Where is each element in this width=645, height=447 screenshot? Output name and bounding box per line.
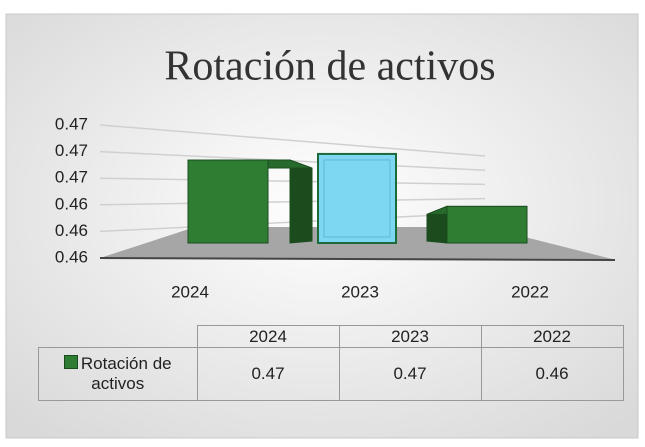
table-header: 2022 <box>480 325 624 348</box>
data-table: 2024 2023 2022 Rotación de activos 0.47 … <box>38 325 624 401</box>
bar <box>187 159 269 244</box>
y-tick-label: 0.46 <box>55 194 88 213</box>
table-header: 2024 <box>196 325 340 348</box>
chart-title: Rotación de activos <box>164 44 495 90</box>
x-tick-label: 2022 <box>511 282 549 301</box>
y-tick-label: 0.46 <box>55 247 88 266</box>
x-tick-label: 2023 <box>341 282 379 301</box>
empty-cell <box>39 326 198 348</box>
table-value: 0.47 <box>196 347 340 401</box>
table-value: 0.46 <box>480 347 624 401</box>
grid-line <box>99 124 486 157</box>
y-tick-label: 0.47 <box>55 168 88 187</box>
bar <box>317 152 397 244</box>
table-header: 2023 <box>338 325 482 348</box>
y-tick-label: 0.47 <box>55 141 88 160</box>
legend-label: Rotación de activos <box>80 354 172 393</box>
table-value: 0.47 <box>338 347 482 401</box>
legend-key <box>63 355 78 369</box>
bar-inner <box>323 159 391 238</box>
axis-line <box>99 257 616 261</box>
bar <box>446 205 528 244</box>
bar-side <box>289 159 313 244</box>
x-tick-label: 2024 <box>171 282 209 301</box>
y-tick-label: 0.47 <box>55 114 88 133</box>
series-cell: Rotación de activos <box>38 347 198 401</box>
y-tick-label: 0.46 <box>55 221 88 240</box>
